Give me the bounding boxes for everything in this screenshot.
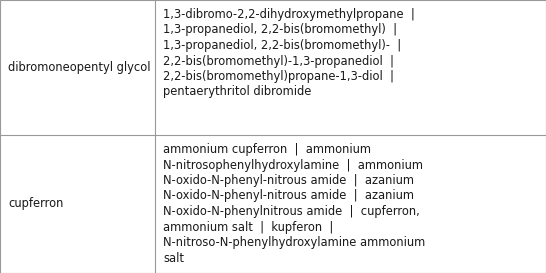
Text: ammonium salt  |  kupferon  |: ammonium salt | kupferon | — [163, 221, 334, 233]
Text: cupferron: cupferron — [8, 197, 63, 210]
Text: N-oxido-N-phenylnitrous amide  |  cupferron,: N-oxido-N-phenylnitrous amide | cupferro… — [163, 205, 420, 218]
Text: N-nitrosophenylhydroxylamine  |  ammonium: N-nitrosophenylhydroxylamine | ammonium — [163, 159, 423, 171]
Text: salt: salt — [163, 251, 184, 265]
Text: 2,2-bis(bromomethyl)-1,3-propanediol  |: 2,2-bis(bromomethyl)-1,3-propanediol | — [163, 55, 394, 67]
Text: N-oxido-N-phenyl-nitrous amide  |  azanium: N-oxido-N-phenyl-nitrous amide | azanium — [163, 174, 414, 187]
Text: pentaerythritol dibromide: pentaerythritol dibromide — [163, 85, 311, 99]
Text: 2,2-bis(bromomethyl)propane-1,3-diol  |: 2,2-bis(bromomethyl)propane-1,3-diol | — [163, 70, 394, 83]
Text: N-oxido-N-phenyl-nitrous amide  |  azanium: N-oxido-N-phenyl-nitrous amide | azanium — [163, 189, 414, 203]
Text: 1,3-dibromo-2,2-dihydroxymethylpropane  |: 1,3-dibromo-2,2-dihydroxymethylpropane | — [163, 8, 415, 21]
Text: ammonium cupferron  |  ammonium: ammonium cupferron | ammonium — [163, 143, 371, 156]
Text: 1,3-propanediol, 2,2-bis(bromomethyl)-  |: 1,3-propanediol, 2,2-bis(bromomethyl)- | — [163, 39, 401, 52]
Text: 1,3-propanediol, 2,2-bis(bromomethyl)  |: 1,3-propanediol, 2,2-bis(bromomethyl) | — [163, 23, 397, 37]
Text: dibromoneopentyl glycol: dibromoneopentyl glycol — [8, 61, 151, 74]
Text: N-nitroso-N-phenylhydroxylamine ammonium: N-nitroso-N-phenylhydroxylamine ammonium — [163, 236, 425, 249]
